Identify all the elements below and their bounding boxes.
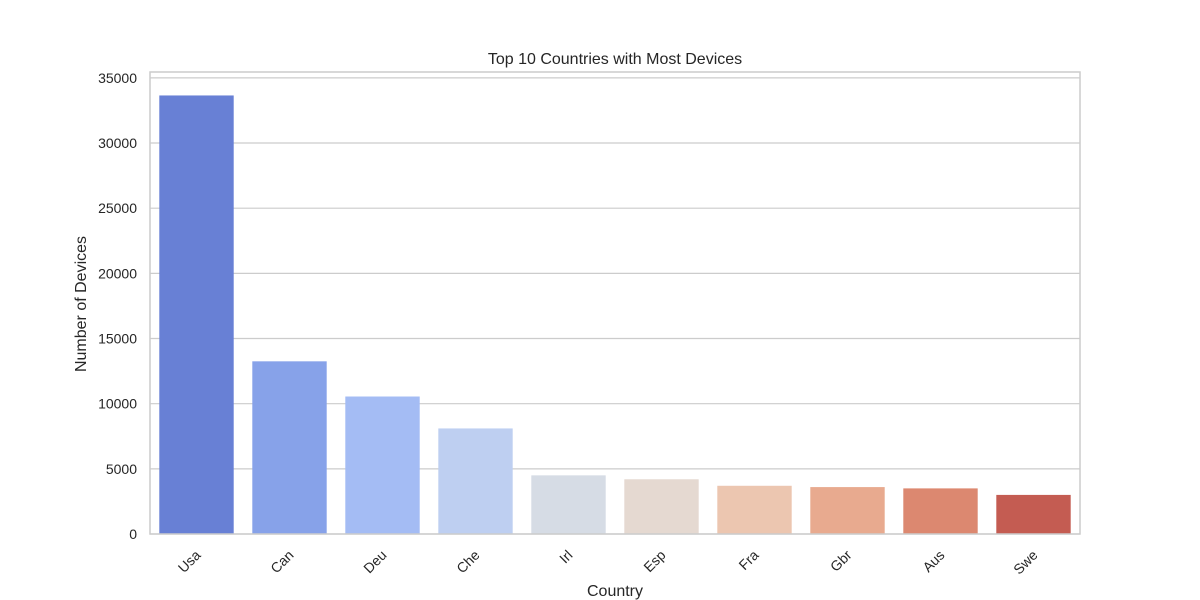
x-tick-label: Usa <box>175 547 204 576</box>
bar-deu <box>345 396 420 534</box>
y-tick-label: 25000 <box>98 200 137 216</box>
bar-irl <box>531 475 606 534</box>
bar-can <box>252 361 327 534</box>
x-tick-label: Aus <box>919 547 947 575</box>
bar-esp <box>624 479 699 534</box>
y-tick-label: 0 <box>129 526 137 542</box>
bar-che <box>438 428 513 534</box>
x-tick-label: Che <box>453 547 483 577</box>
bar-usa <box>159 95 234 535</box>
x-axis-label: Country <box>587 583 643 600</box>
x-tick-labels: Usa Can Deu Che Irl Esp Fra Gbr Aus Swe <box>175 547 1041 578</box>
y-axis-label: Number of Devices <box>73 236 90 372</box>
y-tick-label: 20000 <box>98 265 137 281</box>
y-tick-label: 10000 <box>98 396 137 412</box>
bar-swe <box>996 494 1071 534</box>
chart-title: Top 10 Countries with Most Devices <box>488 51 742 68</box>
y-tick-label: 30000 <box>98 135 137 151</box>
x-tick-label: Can <box>267 547 296 576</box>
bar-gbr <box>810 487 885 534</box>
x-tick-label: Swe <box>1010 547 1041 578</box>
x-tick-label: Deu <box>360 547 389 576</box>
bars <box>159 95 1071 535</box>
x-tick-label: Gbr <box>827 547 855 575</box>
bar-aus <box>903 488 978 534</box>
x-tick-label: Esp <box>640 547 669 576</box>
plot-frame <box>149 71 1081 535</box>
x-tick-label: Irl <box>556 547 576 567</box>
y-tick-labels: 0 5000 10000 15000 20000 25000 30000 35000 <box>98 70 137 542</box>
y-tick-label: 15000 <box>98 331 137 347</box>
y-tick-label: 5000 <box>106 461 137 477</box>
y-tick-label: 35000 <box>98 70 137 86</box>
bar-fra <box>717 485 792 534</box>
x-tick-label: Fra <box>735 547 761 573</box>
